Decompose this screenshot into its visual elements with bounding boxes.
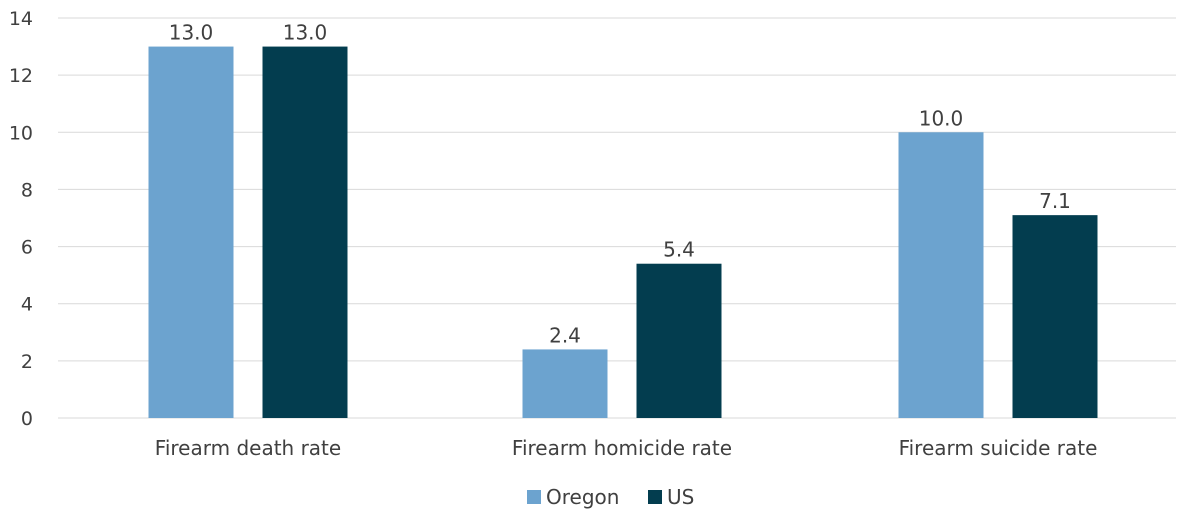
- x-axis-categories: Firearm death rate Firearm homicide rate F…: [155, 436, 1098, 460]
- bar-oregon-2: [898, 132, 984, 419]
- y-tick-label: 6: [21, 237, 33, 259]
- y-tick-label: 12: [9, 65, 33, 87]
- y-tick-label: 2: [21, 351, 33, 373]
- data-label: 10.0: [919, 106, 964, 130]
- gridlines: [58, 17, 1176, 419]
- y-axis-ticks: 0 2 4 6 8 10 12 14: [9, 8, 33, 430]
- y-tick-label: 14: [9, 8, 33, 30]
- data-label: 7.1: [1039, 189, 1071, 213]
- bar-oregon-1: [522, 349, 608, 418]
- bars: [148, 46, 1098, 419]
- y-tick-label: 8: [21, 179, 33, 201]
- data-label: 13.0: [169, 21, 214, 45]
- legend: Oregon US: [527, 485, 694, 509]
- y-tick-label: 0: [21, 408, 33, 430]
- y-tick-label: 4: [21, 294, 33, 316]
- legend-label-us: US: [667, 485, 694, 509]
- data-label: 13.0: [283, 21, 328, 45]
- bar-us-0: [262, 46, 348, 418]
- legend-swatch-oregon: [527, 490, 541, 504]
- bar-us-2: [1012, 215, 1098, 418]
- legend-label-oregon: Oregon: [546, 485, 619, 509]
- category-label: Firearm suicide rate: [899, 436, 1098, 460]
- category-label: Firearm death rate: [155, 436, 341, 460]
- legend-swatch-us: [648, 490, 662, 504]
- bar-us-1: [636, 263, 722, 418]
- data-label: 5.4: [663, 238, 695, 262]
- data-labels: 13.0 2.4 10.0 13.0 5.4 7.1: [169, 21, 1071, 348]
- data-label: 2.4: [549, 323, 581, 347]
- category-label: Firearm homicide rate: [512, 436, 732, 460]
- bar-oregon-0: [148, 46, 234, 418]
- y-tick-label: 10: [9, 122, 33, 144]
